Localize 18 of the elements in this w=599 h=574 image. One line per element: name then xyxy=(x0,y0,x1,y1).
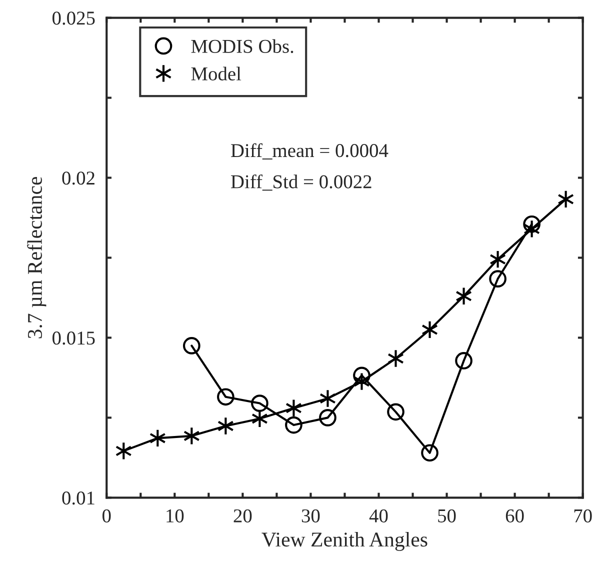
legend-label: MODIS Obs. xyxy=(191,39,294,54)
x-axis-title: View Zenith Angles xyxy=(262,532,428,551)
annotation: Diff_mean = 0.0004 xyxy=(230,143,388,160)
y-axis-title: 3.7 µm Reflectance xyxy=(27,176,46,338)
y-tick-label: 0.015 xyxy=(52,332,95,345)
y-tick-label: 0.01 xyxy=(62,491,94,505)
x-tick-label: 20 xyxy=(234,509,252,522)
annotation: Diff_Std = 0.0022 xyxy=(230,174,372,191)
x-tick-label: 60 xyxy=(506,509,524,522)
x-tick-label: 50 xyxy=(438,509,456,522)
x-tick-label: 40 xyxy=(369,509,388,522)
x-tick-label: 10 xyxy=(166,509,184,522)
x-tick-label: 0 xyxy=(102,509,111,522)
x-tick-label: 70 xyxy=(574,509,592,522)
y-tick-label: 0.02 xyxy=(62,172,94,185)
y-tick-label: 0.025 xyxy=(52,12,95,25)
legend-label: Model xyxy=(191,66,242,80)
x-tick-label: 30 xyxy=(302,509,320,522)
